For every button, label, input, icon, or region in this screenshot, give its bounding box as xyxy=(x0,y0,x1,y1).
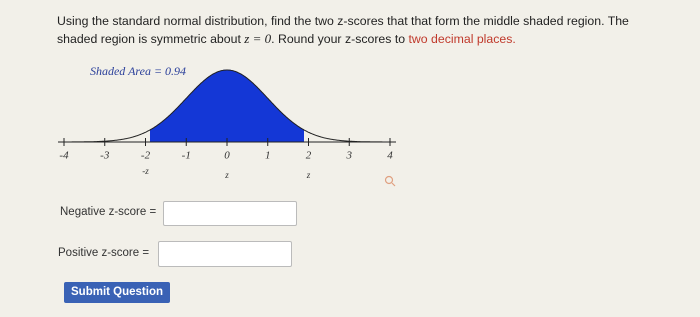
tick-label: -1 xyxy=(182,150,191,162)
question-text: . Round your z-scores to xyxy=(271,32,409,46)
tick-label: -3 xyxy=(100,150,110,162)
question-line: Using the standard normal distribution, … xyxy=(57,14,629,28)
tick-label: 4 xyxy=(387,150,393,162)
normal-curve xyxy=(64,69,390,143)
zoom-icon-handle xyxy=(391,182,396,187)
tick-label: 2 xyxy=(306,150,312,162)
shaded-region xyxy=(149,69,305,143)
z-label: z xyxy=(224,170,229,180)
negative-label: Negative z-score = xyxy=(60,206,157,218)
positive-input[interactable] xyxy=(158,241,292,267)
question-line: shaded region is symmetric about z = 0. … xyxy=(57,31,516,47)
zoom-icon[interactable] xyxy=(384,175,394,185)
negative-input[interactable] xyxy=(163,201,297,226)
tick-label: -4 xyxy=(59,150,69,162)
tick-label: 0 xyxy=(224,150,230,162)
submit-button[interactable]: Submit Question xyxy=(64,282,170,303)
tick-label: 1 xyxy=(265,150,271,162)
positive-label: Positive z-score = xyxy=(58,247,150,259)
z-label: -z xyxy=(142,166,149,176)
normal-graph: Shaded Area = 0.94 -4 -3 -2 -1 0 1 2 3 4 -z z z xyxy=(58,64,396,187)
math: z = 0 xyxy=(244,31,272,46)
shaded-label: Shaded Area = 0.94 xyxy=(90,64,186,78)
tick-label: 3 xyxy=(346,150,353,162)
question-text: shaded region is symmetric about xyxy=(57,32,245,46)
tick-label: -2 xyxy=(141,150,151,162)
z-label: z xyxy=(306,170,311,180)
highlight: two decimal places. xyxy=(408,32,516,46)
